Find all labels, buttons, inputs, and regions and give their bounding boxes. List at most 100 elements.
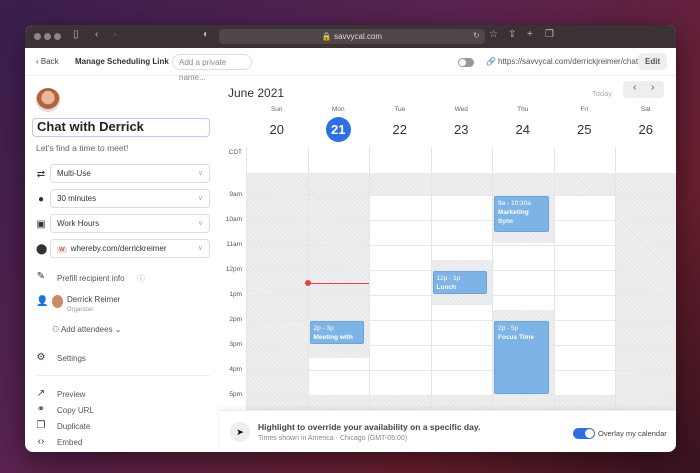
scheduling-link-url[interactable]: https://savvycal.com/derrickjreimer/chat — [498, 57, 639, 66]
code-icon: ‹› — [37, 436, 45, 447]
reload-icon[interactable]: ↻ — [473, 31, 480, 40]
repeat-icon: ⇄ — [36, 169, 46, 180]
new-tab-icon[interactable]: + — [527, 29, 533, 40]
day-name: Tue — [394, 106, 406, 113]
calendar-event[interactable]: 9a - 10:30a Marketing Sync — [494, 196, 549, 232]
day-name: Sun — [270, 106, 283, 113]
pencil-icon: ✎ — [36, 271, 46, 282]
organizer-name: Derrick Reimer — [67, 295, 121, 304]
calendar-icon: ▣ — [36, 219, 46, 230]
settings-button[interactable]: Settings — [57, 354, 86, 363]
bookmark-star-icon[interactable]: ☆ — [489, 29, 498, 40]
hour-line — [246, 320, 676, 321]
availability-select[interactable]: Work Hours ∨ — [50, 214, 210, 233]
usage-value: Multi-Use — [57, 169, 91, 178]
browser-back-icon[interactable]: ‹ — [95, 29, 99, 40]
browser-forward-icon[interactable]: › — [113, 29, 117, 40]
day-header-sun[interactable]: Sun 20 — [246, 106, 308, 142]
share-icon[interactable]: ⇪ — [508, 29, 517, 40]
link-title-input[interactable]: Chat with Derrick — [32, 118, 210, 137]
hour-line — [246, 370, 676, 371]
private-name-input[interactable]: Add a private name... — [172, 54, 252, 82]
back-label: Back — [40, 57, 59, 66]
sidebar-toggle-icon[interactable]: ▯ — [73, 29, 79, 40]
duration-value: 30 minutes — [57, 194, 97, 203]
day-column-line — [615, 147, 616, 411]
app-toolbar: ‹ Back Manage Scheduling Link Add a priv… — [25, 48, 676, 82]
day-column-line — [492, 147, 493, 411]
day-header-thu[interactable]: Thu 24 — [492, 106, 554, 142]
hour-label: 10am — [225, 216, 242, 223]
copy-url-button[interactable]: Copy URL — [57, 406, 94, 415]
calendar-event[interactable]: 2p - 3p Meeting with Corey — [309, 321, 364, 344]
back-button[interactable]: ‹ Back — [36, 57, 59, 66]
timezone-label: CDT — [228, 149, 242, 156]
info-icon[interactable]: ⓘ — [136, 274, 145, 283]
prefill-recipient-button[interactable]: Prefill recipient info ⓘ — [57, 273, 145, 284]
preview-button[interactable]: Preview — [57, 390, 86, 399]
avatar[interactable] — [36, 88, 60, 112]
day-header-sat[interactable]: Sat 26 — [615, 106, 676, 142]
available-slot[interactable] — [307, 357, 369, 395]
available-slot[interactable] — [430, 305, 492, 395]
hour-label: 1pm — [229, 291, 242, 298]
next-week-button[interactable]: › — [651, 82, 655, 93]
link-icon: ⚭ — [36, 404, 46, 415]
location-value: whereby.com/derrickreimer — [70, 244, 167, 253]
add-attendees-button[interactable]: ⚇ Add attendees ⌄ — [52, 325, 122, 334]
close-window-button[interactable] — [34, 33, 41, 40]
divider — [36, 375, 210, 376]
zoom-window-button[interactable] — [54, 33, 61, 40]
address-bar[interactable]: 🔒 savvycal.com — [219, 29, 485, 44]
day-date: 23 — [454, 122, 469, 137]
calendar-event[interactable]: 12p - 1p Lunch — [432, 271, 487, 294]
calendar-grid[interactable]: CDT 9am 10am 11am 12pm 1pm 2pm 3pm 4pm 5pm 2p - 3p… — [220, 147, 676, 411]
override-headline: Highlight to override your availability … — [258, 422, 481, 432]
day-date: 24 — [515, 122, 530, 137]
organizer-avatar — [52, 295, 63, 308]
usage-select[interactable]: Multi-Use ∨ — [50, 164, 210, 183]
event-time: 2p - 3p — [313, 325, 334, 332]
tabs-overview-icon[interactable]: ❐ — [545, 29, 554, 40]
available-slot[interactable] — [430, 195, 492, 260]
page-title: Manage Scheduling Link — [75, 57, 169, 66]
prefill-label: Prefill recipient info — [57, 274, 125, 283]
day-header-tue[interactable]: Tue 22 — [369, 106, 431, 142]
add-attendees-label: Add attendees — [60, 325, 113, 334]
day-header-fri[interactable]: Fri 25 — [554, 106, 616, 142]
available-slot[interactable] — [492, 242, 554, 310]
url-text: savvycal.com — [334, 32, 383, 41]
add-person-icon: ⚇ — [52, 325, 60, 334]
prev-week-button[interactable]: ‹ — [633, 82, 637, 93]
hour-line — [246, 220, 676, 221]
edit-button[interactable]: Edit — [638, 53, 668, 70]
event-title: Lunch — [436, 284, 457, 291]
chevron-down-icon: ⌄ — [114, 325, 122, 334]
overlay-calendar-toggle[interactable] — [573, 428, 595, 439]
day-header-wed[interactable]: Wed 23 — [431, 106, 493, 142]
clock-icon: ● — [37, 194, 45, 205]
availability-value: Work Hours — [57, 219, 100, 228]
duplicate-button[interactable]: Duplicate — [57, 422, 91, 431]
embed-button[interactable]: Embed — [57, 438, 83, 447]
today-button[interactable]: Today — [592, 89, 613, 98]
calendar-event[interactable]: 2p - 5p Focus Time — [494, 321, 549, 394]
day-name: Thu — [517, 106, 529, 113]
day-date: 20 — [269, 122, 284, 137]
hour-label: 9am — [229, 191, 242, 198]
day-name: Fri — [580, 106, 589, 113]
shield-icon[interactable]: ◐ — [203, 29, 210, 40]
duration-select[interactable]: 30 minutes ∨ — [50, 189, 210, 208]
chevron-down-icon: ∨ — [197, 220, 203, 227]
chevron-down-icon: ∨ — [197, 195, 203, 202]
link-enabled-toggle[interactable] — [458, 58, 474, 67]
day-column-line — [430, 147, 432, 411]
link-description[interactable]: Let's find a time to meet! — [36, 143, 129, 153]
day-column-line — [369, 147, 370, 411]
hour-line — [246, 195, 676, 196]
day-header-mon[interactable]: Mon 21 — [308, 106, 370, 142]
browser-titlebar: ▯ ‹ › ◐ 🔒 savvycal.com ↻ ☆ ⇪ + ❐ — [25, 25, 676, 48]
current-time-line — [307, 282, 369, 284]
minimize-window-button[interactable] — [44, 33, 51, 40]
